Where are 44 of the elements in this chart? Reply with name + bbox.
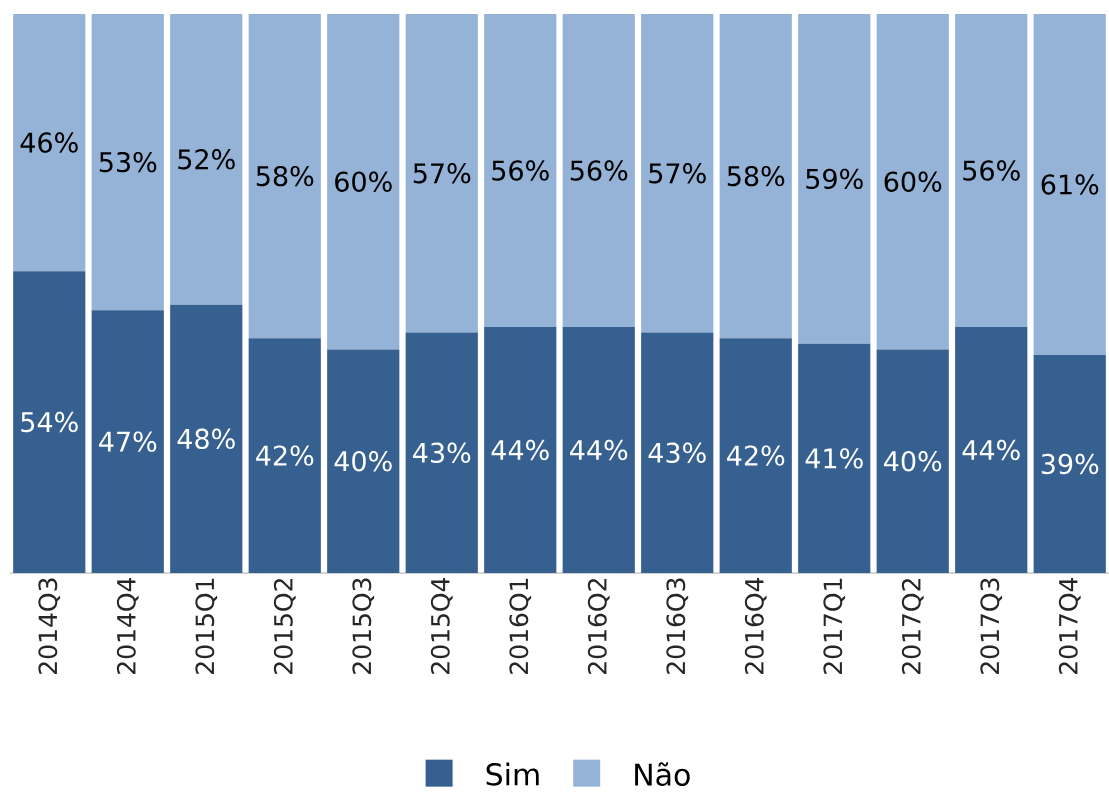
data-label: 56% xyxy=(963,160,1020,181)
legend-label: Sim xyxy=(486,762,539,786)
x-tick-label: 2017Q1 xyxy=(823,578,846,674)
data-label: 57% xyxy=(413,163,471,184)
data-label: 60% xyxy=(884,171,942,192)
x-tick-label: 2014Q3 xyxy=(38,578,61,674)
x-tick-label: 2015Q3 xyxy=(352,578,375,674)
data-label: 39% xyxy=(1041,453,1099,475)
data-label: 44% xyxy=(491,439,549,461)
data-label: 58% xyxy=(256,165,314,187)
data-label: 61% xyxy=(1041,174,1099,195)
data-label: 40% xyxy=(334,450,392,472)
data-label: 44% xyxy=(570,439,628,461)
data-label: 41% xyxy=(805,448,863,469)
data-label: 53% xyxy=(99,151,157,173)
data-label: 48% xyxy=(177,428,235,450)
data-label: 58% xyxy=(727,165,785,187)
legend-label: Não xyxy=(635,762,690,786)
data-label: 57% xyxy=(649,163,706,184)
x-tick-label: 2016Q3 xyxy=(666,578,689,674)
x-tick-label: 2017Q4 xyxy=(1058,577,1081,674)
x-tick-label: 2016Q2 xyxy=(587,579,610,674)
x-tick-label: 2015Q1 xyxy=(195,578,218,674)
data-label: 54% xyxy=(21,411,78,433)
data-label: 60% xyxy=(335,171,392,192)
x-tick-label: 2014Q4 xyxy=(116,577,139,674)
data-label: 59% xyxy=(806,168,863,190)
data-label: 46% xyxy=(20,132,78,153)
x-tick-label: 2015Q2 xyxy=(273,579,296,674)
x-tick-label: 2016Q4 xyxy=(744,577,767,674)
x-tick-label: 2017Q2 xyxy=(901,579,924,674)
x-tick-label: 2016Q1 xyxy=(509,578,532,674)
data-label: 42% xyxy=(727,445,785,466)
data-label: 52% xyxy=(178,149,235,170)
x-tick-label: 2017Q3 xyxy=(980,578,1003,674)
data-label: 56% xyxy=(492,160,549,181)
data-label: 44% xyxy=(962,439,1020,461)
data-label: 43% xyxy=(648,442,706,463)
data-label: 42% xyxy=(256,445,314,466)
data-label: 47% xyxy=(99,431,157,452)
x-tick-label: 2015Q4 xyxy=(430,577,453,674)
data-label: 40% xyxy=(884,450,942,472)
data-label: 43% xyxy=(413,442,471,463)
data-label: 56% xyxy=(570,160,628,181)
